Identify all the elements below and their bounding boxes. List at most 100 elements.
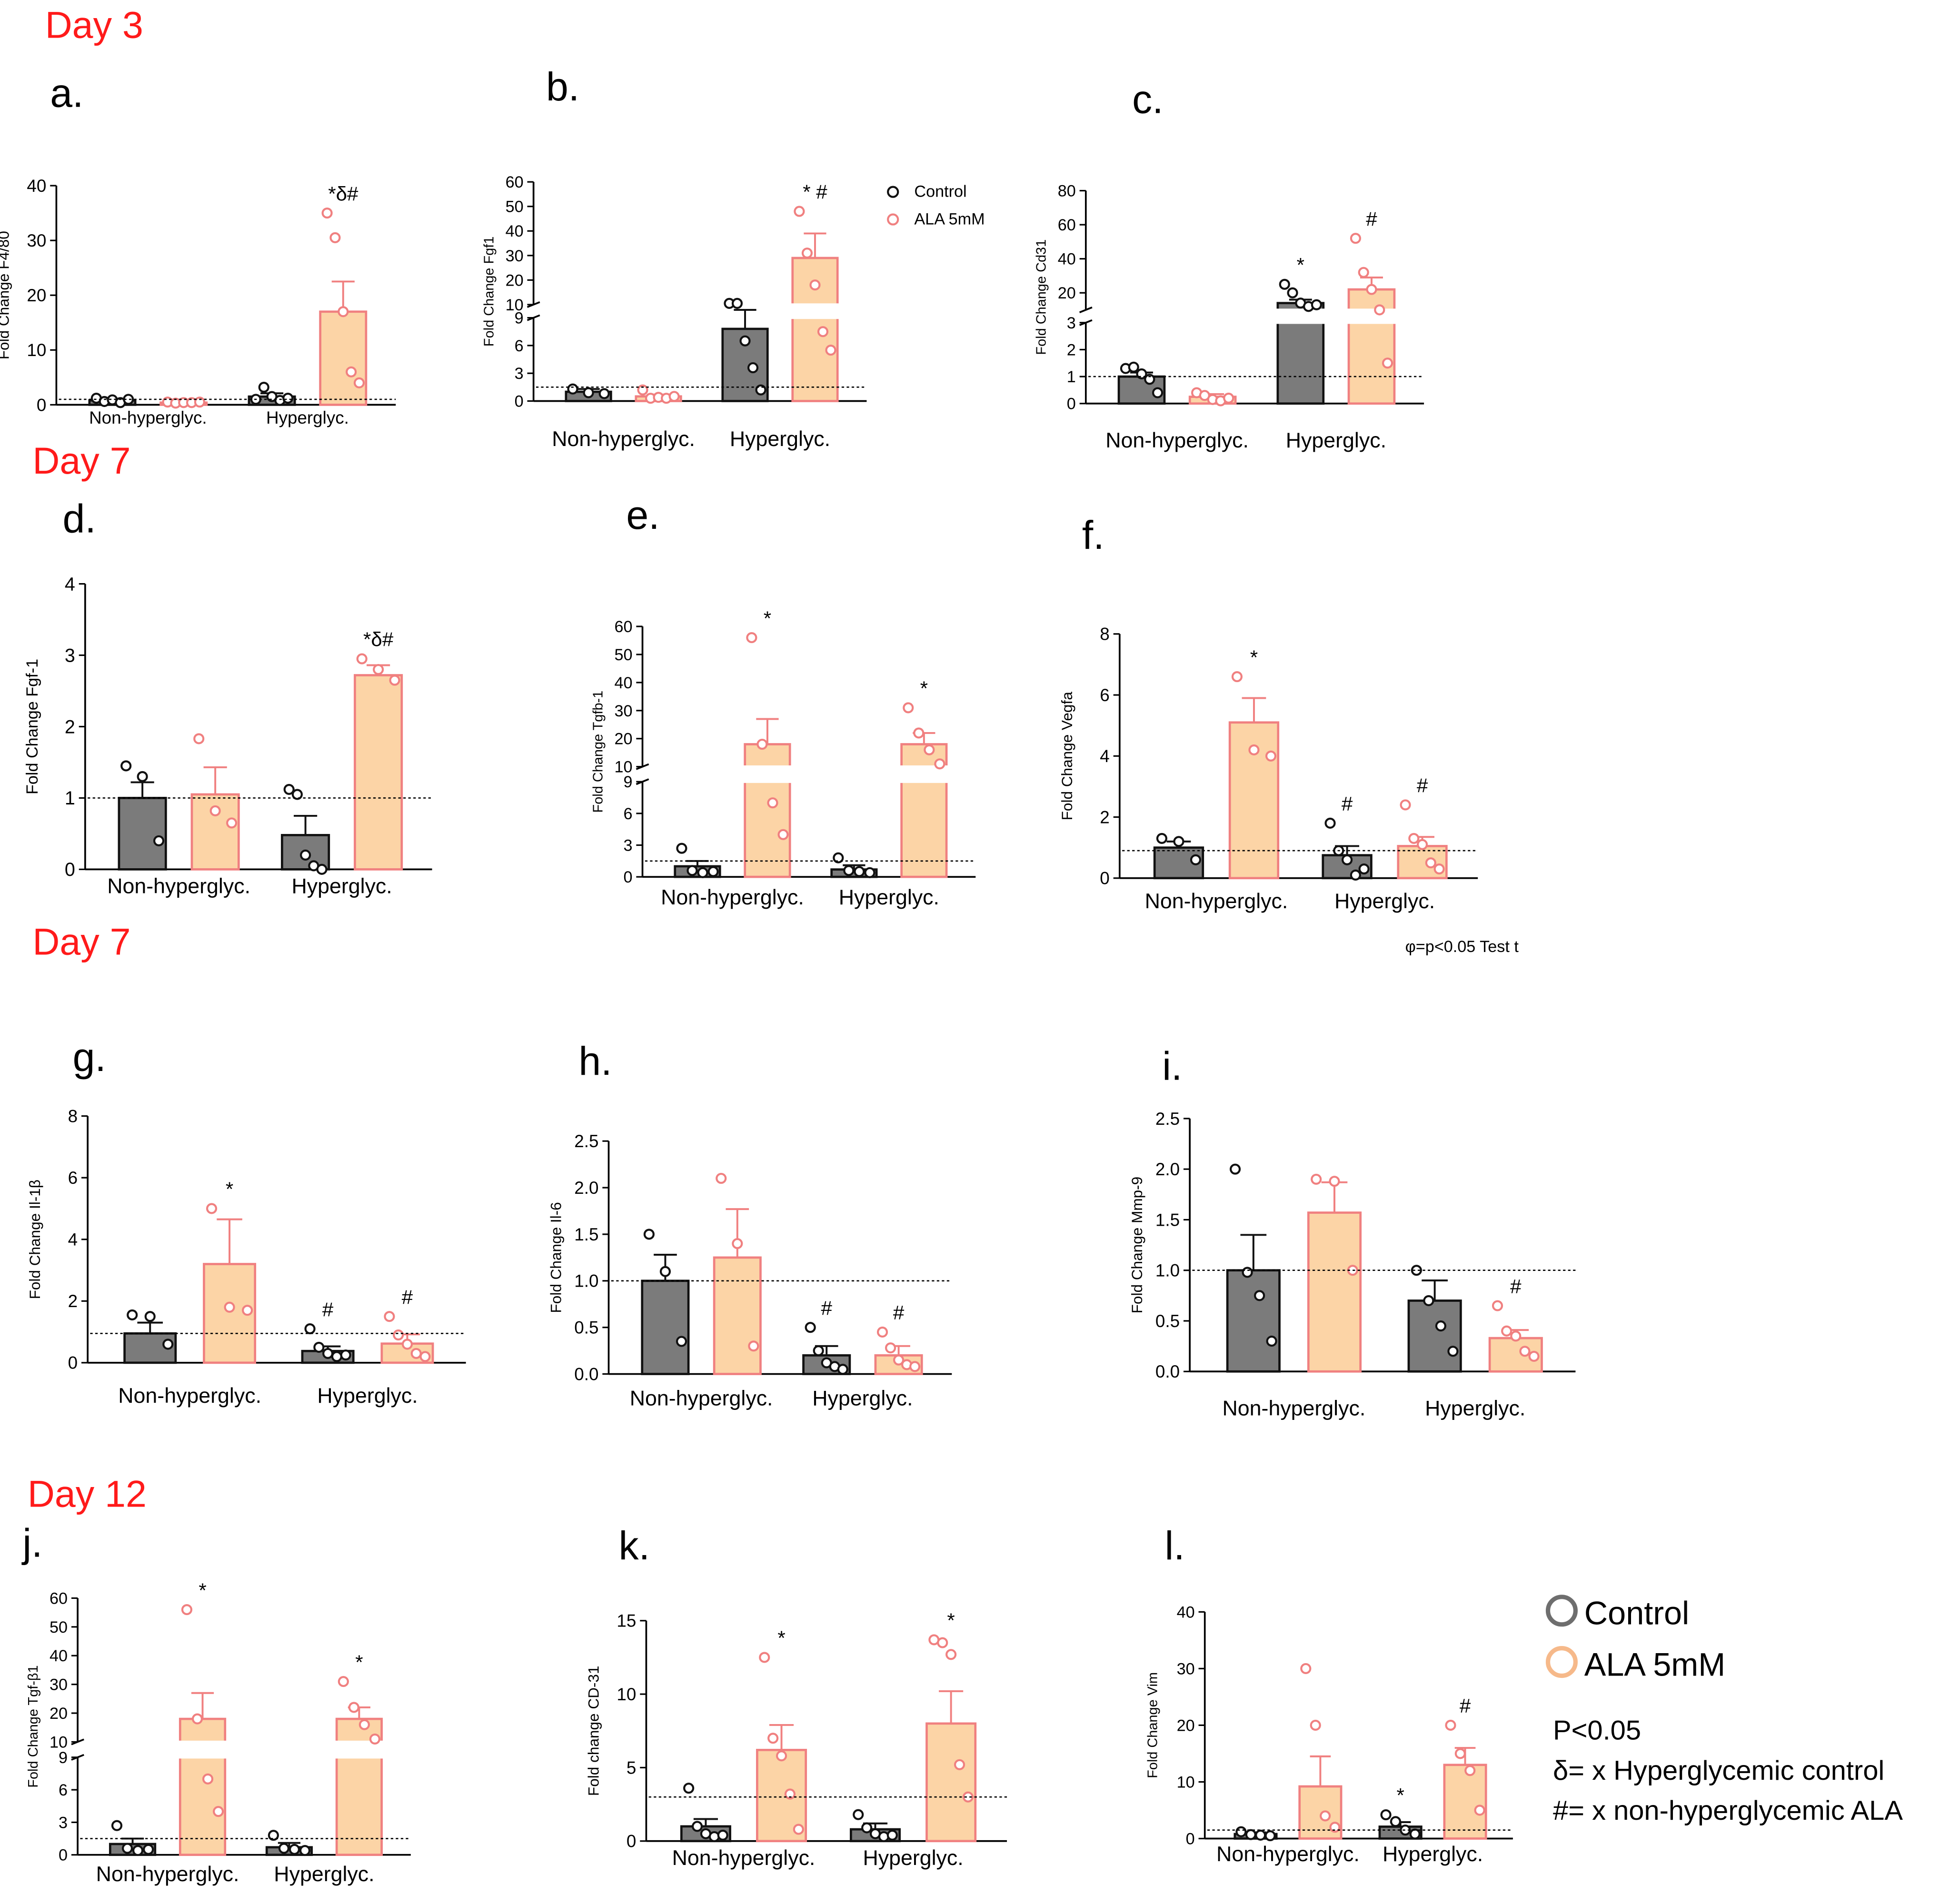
data-point [1350,233,1361,244]
data-point [316,863,328,875]
data-point [373,664,384,675]
y-axis-label: Fold Change Tgf-β1 [26,1665,41,1787]
data-point [748,1340,759,1352]
y-tick-label: 6 [68,1168,78,1188]
bar [641,1279,690,1375]
y-tick-label: 1 [1067,368,1076,386]
data-point [1445,1719,1456,1731]
data-point [1279,278,1290,290]
bar-break [1346,308,1397,324]
panel-label: b. [546,64,579,109]
x-tick-label: Non-hyperglyc. [107,874,250,898]
y-tick-label: 6 [1100,685,1109,705]
data-point [1266,1335,1277,1347]
data-point [1501,1325,1512,1337]
y-tick-label: 60 [506,173,524,191]
data-point [224,1301,235,1313]
panel-label: d. [63,496,96,541]
data-point [1358,267,1369,278]
y-tick-label: 4 [65,574,75,595]
bar [319,310,368,406]
x-tick-label: Hyperglyc. [839,886,939,909]
data-point [410,1348,422,1359]
significance-mark: * # [803,181,827,203]
inset-legend-marker [887,186,899,198]
y-tick-label: 1.5 [574,1225,598,1244]
data-point [809,279,821,291]
data-point [258,381,269,393]
data-point [637,384,648,396]
y-tick-label: 3 [65,645,75,666]
panel-i: i. 0.0 0.5 1.0 1.5 2.0 2.5 Fold Change Mmp-9 Non… [1128,1043,1576,1420]
significance-mark: # [893,1301,905,1324]
panel-d: d. 0 1 2 3 4 Fold Change Fgf-1 Non-hyperglyc. Hy… [23,496,432,898]
data-point [885,1342,896,1354]
data-point [878,1831,889,1843]
data-point [1223,392,1234,404]
y-tick-label: 0 [623,868,632,886]
y-tick-label: 0 [1067,395,1076,413]
significance-mark: # [1417,774,1428,797]
data-point [962,1791,974,1803]
y-tick-label: 0 [627,1832,636,1851]
data-point [1235,1826,1247,1837]
data-point [1474,1805,1485,1816]
data-point [861,1822,873,1834]
panel-b: b. 0 3 6 910 20 30 40 50 60 Fold Change Fgf1 Non-hy… [481,64,867,451]
panel-h: h. 0.0 0.5 1.0 1.5 2.0 2.5 Fold Change Il-6 Non-… [547,1039,952,1410]
bar-break [1275,308,1326,324]
data-point [707,866,719,877]
y-tick-label: 1.0 [1155,1261,1180,1280]
data-point [304,1323,316,1335]
data-point [1374,304,1385,316]
bar [179,1717,227,1856]
y-tick-label: 30 [506,247,524,265]
legend-entry: Control [1584,1596,1689,1632]
y-tick-label: 1 [65,788,75,809]
significance-mark: * [1297,254,1304,276]
y-tick-label: 8 [68,1107,78,1126]
data-point [598,388,610,399]
significance-mark: # [1366,208,1377,230]
panel-label: e. [626,493,659,537]
data-point [291,789,303,800]
y-tick-label: 0 [515,392,524,410]
x-tick-label: Non-hyperglyc. [96,1863,239,1886]
x-tick-label: Hyperglyc. [730,427,830,451]
y-tick-label: 40 [1058,250,1076,268]
significance-mark: *δ# [328,182,358,205]
significance-mark: * [920,677,928,700]
data-point [837,1364,848,1375]
y-tick-label: 0 [1100,869,1109,888]
data-point [924,744,935,755]
data-point [389,674,400,686]
data-point [659,1266,671,1277]
data-point [313,1341,325,1353]
x-tick-label: Non-hyperglyc. [1223,1397,1366,1420]
data-point [937,1637,948,1648]
y-tick-label: 2.0 [574,1178,598,1198]
data-point [111,1820,123,1831]
section-label-day7b: Day 7 [32,921,130,962]
data-point [1358,863,1370,875]
data-point [278,1843,290,1854]
y-axis-label: Fold Change Tgfb-1 [590,691,606,813]
x-tick-label: Hyperglyc. [1383,1843,1483,1866]
y-axis-label: Fold change CD-31 [585,1666,602,1796]
data-point [1190,854,1202,865]
y-tick-label: 60 [50,1589,68,1607]
data-point [1390,1816,1402,1827]
data-point [1311,1173,1322,1185]
data-point [668,391,680,402]
bar [713,1256,762,1375]
significance-mark: # [322,1298,334,1320]
y-tick-label: 20 [27,286,46,305]
y-tick-label: 0.0 [1155,1362,1180,1381]
data-point [759,1652,770,1663]
data-point [833,852,844,863]
y-tick-label: 10 [1177,1773,1195,1791]
data-point [338,306,349,317]
data-point [193,733,205,744]
data-point [1519,1346,1531,1357]
